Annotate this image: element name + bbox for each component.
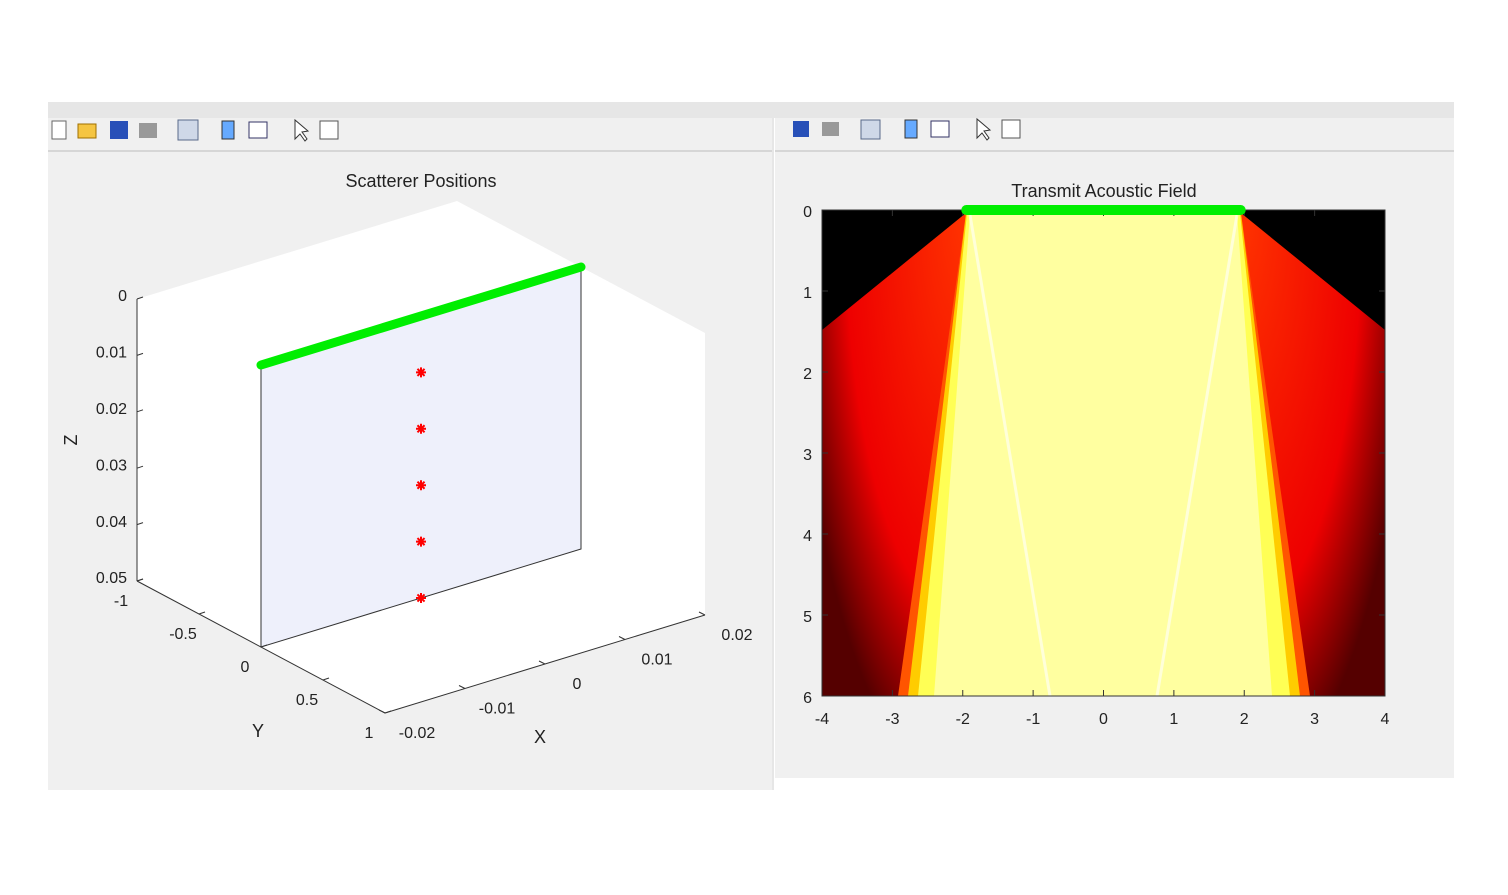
y-tick-label: -0.5 <box>169 626 197 643</box>
chart-title: Transmit Acoustic Field <box>1011 181 1196 201</box>
x-tick-label: 0.01 <box>641 652 672 669</box>
y-tick-label: 2 <box>803 366 812 383</box>
save-icon[interactable] <box>793 121 809 137</box>
z-tick <box>136 522 144 526</box>
print-icon[interactable] <box>139 123 157 138</box>
y-tick-label: 1 <box>365 725 374 742</box>
y-tick-label: 0 <box>803 204 812 221</box>
x-tick-label: -0.01 <box>479 701 516 718</box>
z-tick-label: 0.05 <box>96 570 127 587</box>
x-tick <box>698 611 706 616</box>
y-tick-label: 0 <box>241 659 250 676</box>
plot-2d: -4 -3 -2 -1 0 1 2 3 4 0 1 2 3 4 5 6 Transmit Acoustic Fi… <box>803 181 1389 728</box>
legend-icon[interactable] <box>248 121 268 139</box>
field-region <box>934 213 1272 696</box>
y-tick <box>384 710 392 714</box>
x-tick-label: -4 <box>815 711 829 728</box>
x-tick-label: -0.02 <box>399 725 436 742</box>
colorbar-icon[interactable] <box>221 120 235 140</box>
x-tick <box>378 709 386 714</box>
x-tick-label: 3 <box>1310 711 1319 728</box>
x-tick <box>458 685 466 689</box>
x-tick-label: -3 <box>885 711 899 728</box>
scatter-point <box>416 367 426 378</box>
x-tick-label: 0 <box>1099 711 1108 728</box>
plot-3d: 0 0.01 0.02 0.03 0.04 0.05 -1 -0.5 0 0.5 1 -0.02 -0.… <box>61 171 753 747</box>
x-axis-label: X <box>534 727 546 747</box>
x-tick-label: 1 <box>1169 711 1178 728</box>
z-tick-label: 0 <box>118 288 127 305</box>
z-axis-label: Z <box>61 435 81 446</box>
pointer-icon[interactable] <box>294 118 310 142</box>
x-tick-label: 0.02 <box>721 627 752 644</box>
y-tick-label: 3 <box>803 447 812 464</box>
x-tick-label: 0 <box>573 676 582 693</box>
y-tick <box>260 644 268 648</box>
z-tick <box>136 409 144 413</box>
y-tick-label: -1 <box>114 593 128 610</box>
x-tick <box>538 660 546 665</box>
save-icon[interactable] <box>110 121 128 139</box>
open-icon[interactable] <box>77 123 97 139</box>
y-tick-label: 1 <box>803 285 812 302</box>
y-tick-label: 4 <box>803 528 812 545</box>
field-streak <box>968 214 1052 697</box>
y-tick <box>198 611 206 615</box>
x-tick-label: 4 <box>1381 711 1390 728</box>
x-tick-label: 2 <box>1240 711 1249 728</box>
x-tick <box>618 636 626 640</box>
z-tick-label: 0.03 <box>96 457 127 474</box>
element-line <box>256 262 586 370</box>
x-tick-label: -2 <box>956 711 970 728</box>
scatter-point <box>416 536 426 547</box>
field-image <box>822 213 1385 697</box>
scatter-point <box>416 423 426 434</box>
new-icon[interactable] <box>51 120 67 140</box>
x-tick-label: -1 <box>1026 711 1040 728</box>
print-icon[interactable] <box>822 122 839 136</box>
colorbar-icon[interactable] <box>904 119 918 139</box>
legend-icon[interactable] <box>930 120 950 138</box>
scatter-point <box>416 593 426 603</box>
link-icon[interactable] <box>177 119 199 141</box>
title-strip <box>48 102 1454 118</box>
y-tick <box>322 677 330 681</box>
y-tick-label: 6 <box>803 690 812 707</box>
y-tick <box>136 578 144 582</box>
panel-icon[interactable] <box>319 120 339 140</box>
field-streak <box>1155 214 1239 697</box>
y-tick-label: 5 <box>803 609 812 626</box>
z-tick-label: 0.04 <box>96 514 127 531</box>
link-icon[interactable] <box>860 119 881 140</box>
y-axis-label: Y <box>252 721 264 741</box>
toolbar <box>51 117 1021 142</box>
y-tick-label: 0.5 <box>296 692 318 709</box>
z-tick <box>136 465 144 469</box>
chart-title: Scatterer Positions <box>345 171 496 191</box>
pointer-icon[interactable] <box>976 117 992 141</box>
z-tick <box>136 296 144 300</box>
scatter-point <box>416 480 426 491</box>
z-tick-label: 0.02 <box>96 401 127 418</box>
z-tick <box>136 352 144 356</box>
z-tick-label: 0.01 <box>96 345 127 362</box>
panel-icon[interactable] <box>1001 119 1021 139</box>
